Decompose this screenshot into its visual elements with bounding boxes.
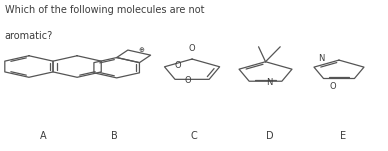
Text: O: O [189,44,196,53]
Text: O: O [174,61,181,70]
Text: N: N [319,54,325,63]
Text: ⊕: ⊕ [139,47,144,53]
Text: N: N [266,78,272,87]
Text: D: D [265,131,273,141]
Text: Which of the following molecules are not: Which of the following molecules are not [5,5,204,15]
Text: A: A [40,131,47,141]
Text: B: B [111,131,118,141]
Text: aromatic?: aromatic? [5,31,53,41]
Text: E: E [340,131,346,141]
Text: O: O [329,82,336,91]
Text: C: C [191,131,197,141]
Text: O: O [185,76,191,85]
